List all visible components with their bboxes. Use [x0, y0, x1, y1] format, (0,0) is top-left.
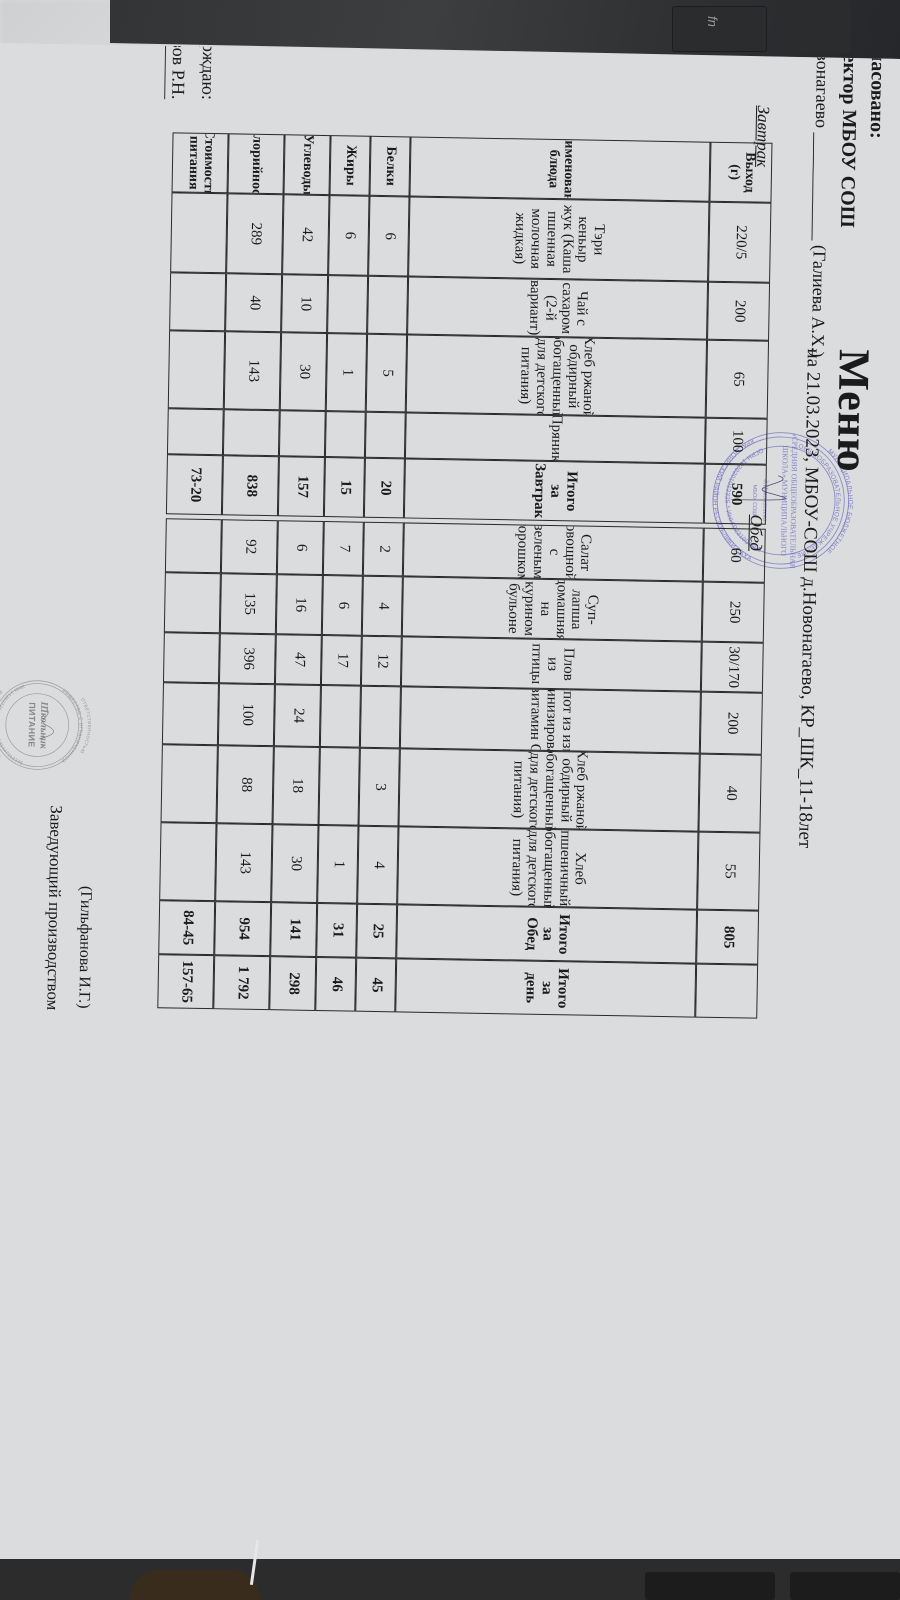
svg-text:ПИТАНИЕ: ПИТАНИЕ [27, 702, 38, 748]
svg-text:ШКОЛА» МУНИЦИПАЛЬНОГО: ШКОЛА» МУНИЦИПАЛЬНОГО [779, 445, 790, 556]
svg-text:Школьник: Школьник [37, 700, 49, 749]
